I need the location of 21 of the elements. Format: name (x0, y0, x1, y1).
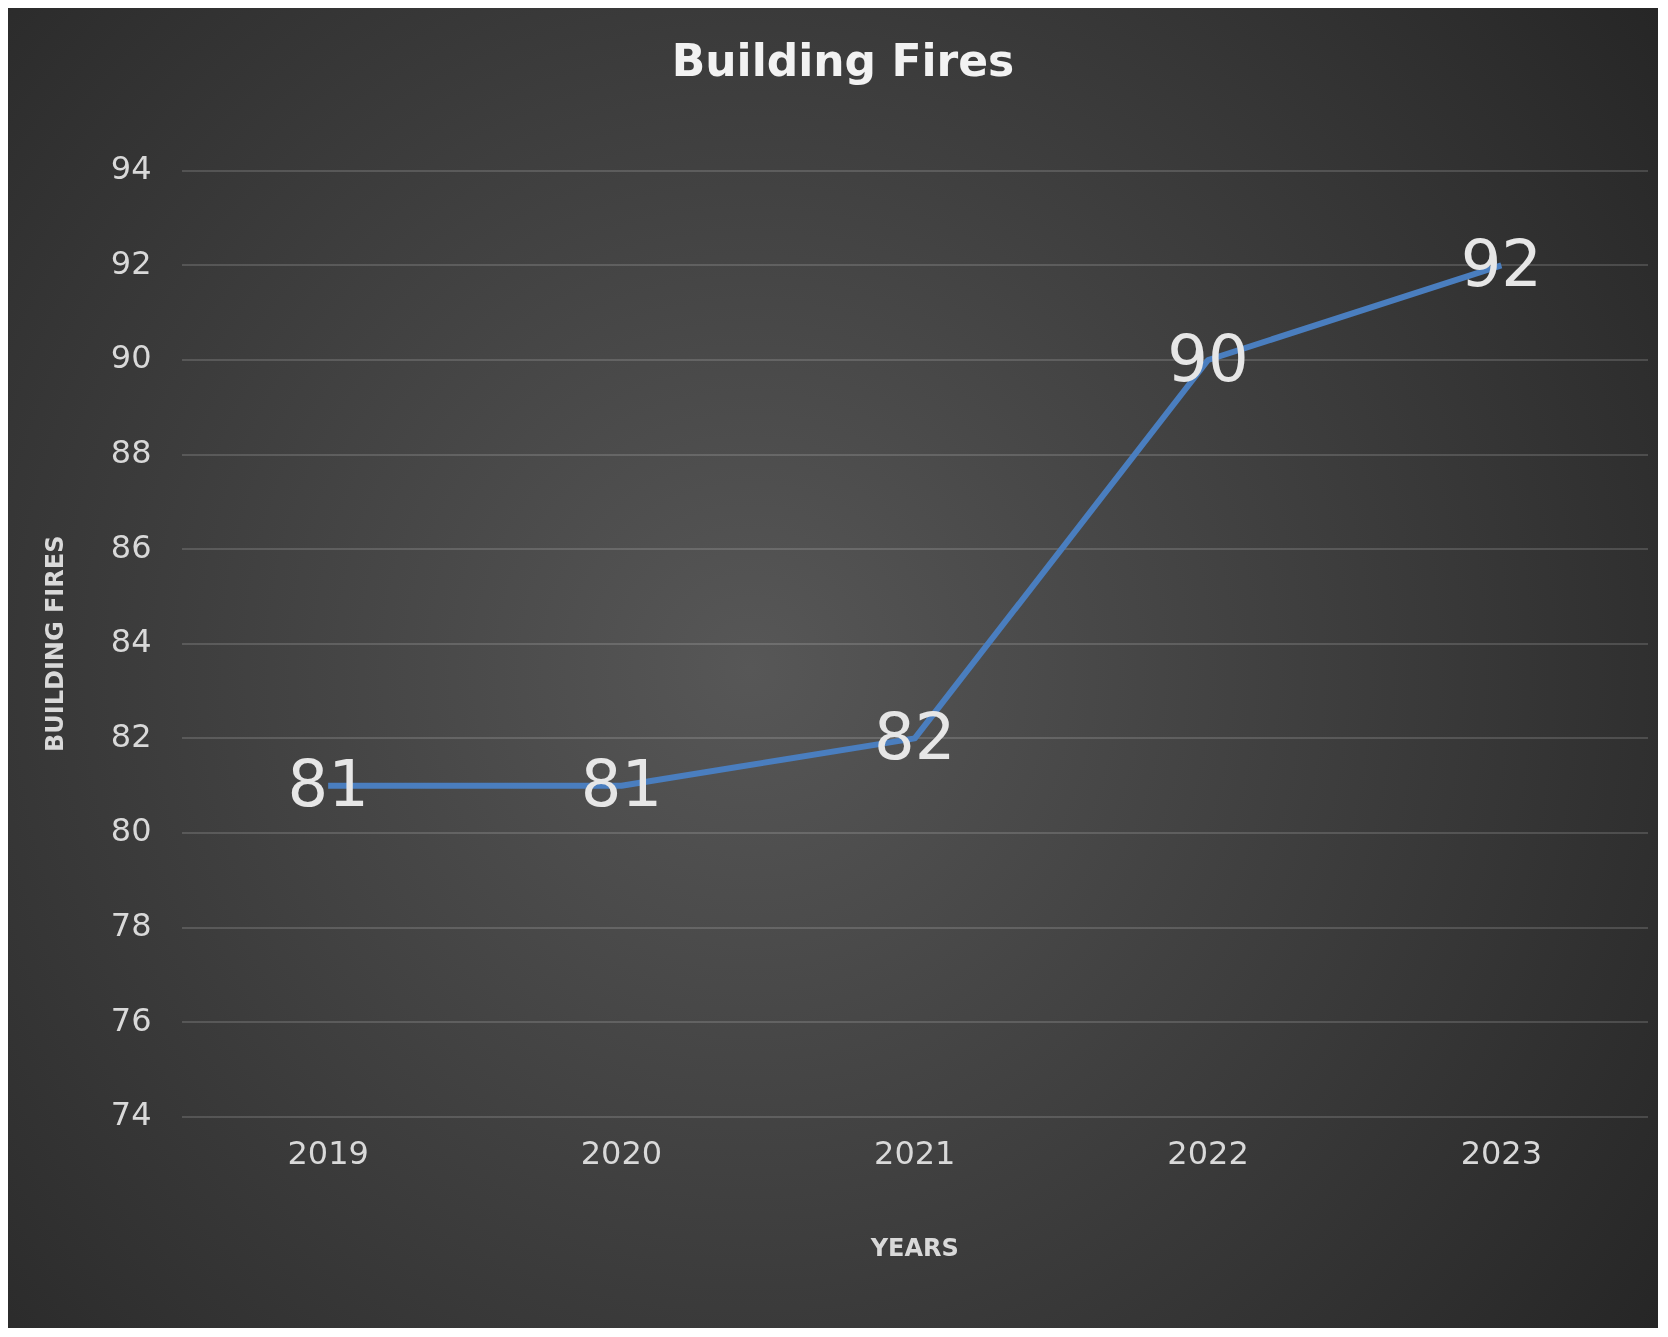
x-tick-label: 2023 (1460, 1134, 1543, 1173)
y-tick-label: 86 (110, 527, 152, 566)
x-tick-label: 2022 (1167, 1134, 1249, 1173)
y-tick-label: 82 (110, 716, 152, 755)
y-tick-label: 92 (110, 243, 152, 282)
y-tick-label: 90 (110, 338, 152, 377)
x-tick-label: 2019 (287, 1134, 369, 1173)
x-axis-title: YEARS (869, 1233, 959, 1262)
x-tick-label: 2021 (874, 1134, 956, 1173)
y-tick-label: 74 (110, 1095, 152, 1134)
y-tick-label: 76 (110, 1000, 152, 1039)
data-label: 92 (1460, 227, 1543, 302)
data-label: 81 (287, 747, 369, 822)
y-axis-title: BUILDING FIRES (40, 535, 69, 753)
y-tick-label: 84 (110, 622, 152, 661)
y-tick-label: 88 (110, 432, 152, 471)
chart-title: Building Fires (671, 34, 1015, 86)
x-tick-label: 2020 (580, 1134, 663, 1173)
y-tick-label: 80 (110, 811, 152, 850)
y-tick-label: 94 (110, 149, 152, 188)
y-tick-label: 78 (110, 905, 152, 944)
